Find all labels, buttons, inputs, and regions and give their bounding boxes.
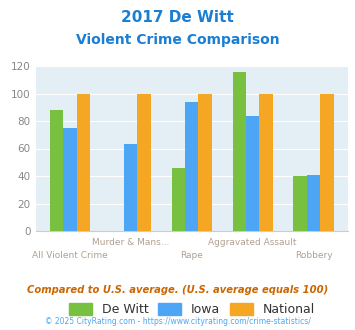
Text: Robbery: Robbery [295,251,332,260]
Text: Violent Crime Comparison: Violent Crime Comparison [76,33,279,47]
Bar [198,93,212,231]
Text: Murder & Mans...: Murder & Mans... [92,238,169,247]
Bar [307,175,320,231]
Bar [294,176,307,231]
Text: Compared to U.S. average. (U.S. average equals 100): Compared to U.S. average. (U.S. average … [27,285,328,295]
Bar [233,72,246,231]
Text: Rape: Rape [180,251,203,260]
Bar [50,110,63,231]
Bar [246,115,260,231]
Bar [137,93,151,231]
Bar [260,93,273,231]
Bar [77,93,90,231]
Bar [171,168,185,231]
Bar [185,102,198,231]
Text: All Violent Crime: All Violent Crime [32,251,108,260]
Text: 2017 De Witt: 2017 De Witt [121,10,234,25]
Text: Aggravated Assault: Aggravated Assault [208,238,297,247]
Text: © 2025 CityRating.com - https://www.cityrating.com/crime-statistics/: © 2025 CityRating.com - https://www.city… [45,317,310,326]
Bar [124,145,137,231]
Bar [63,128,77,231]
Legend: De Witt, Iowa, National: De Witt, Iowa, National [65,300,318,320]
Bar [320,93,334,231]
